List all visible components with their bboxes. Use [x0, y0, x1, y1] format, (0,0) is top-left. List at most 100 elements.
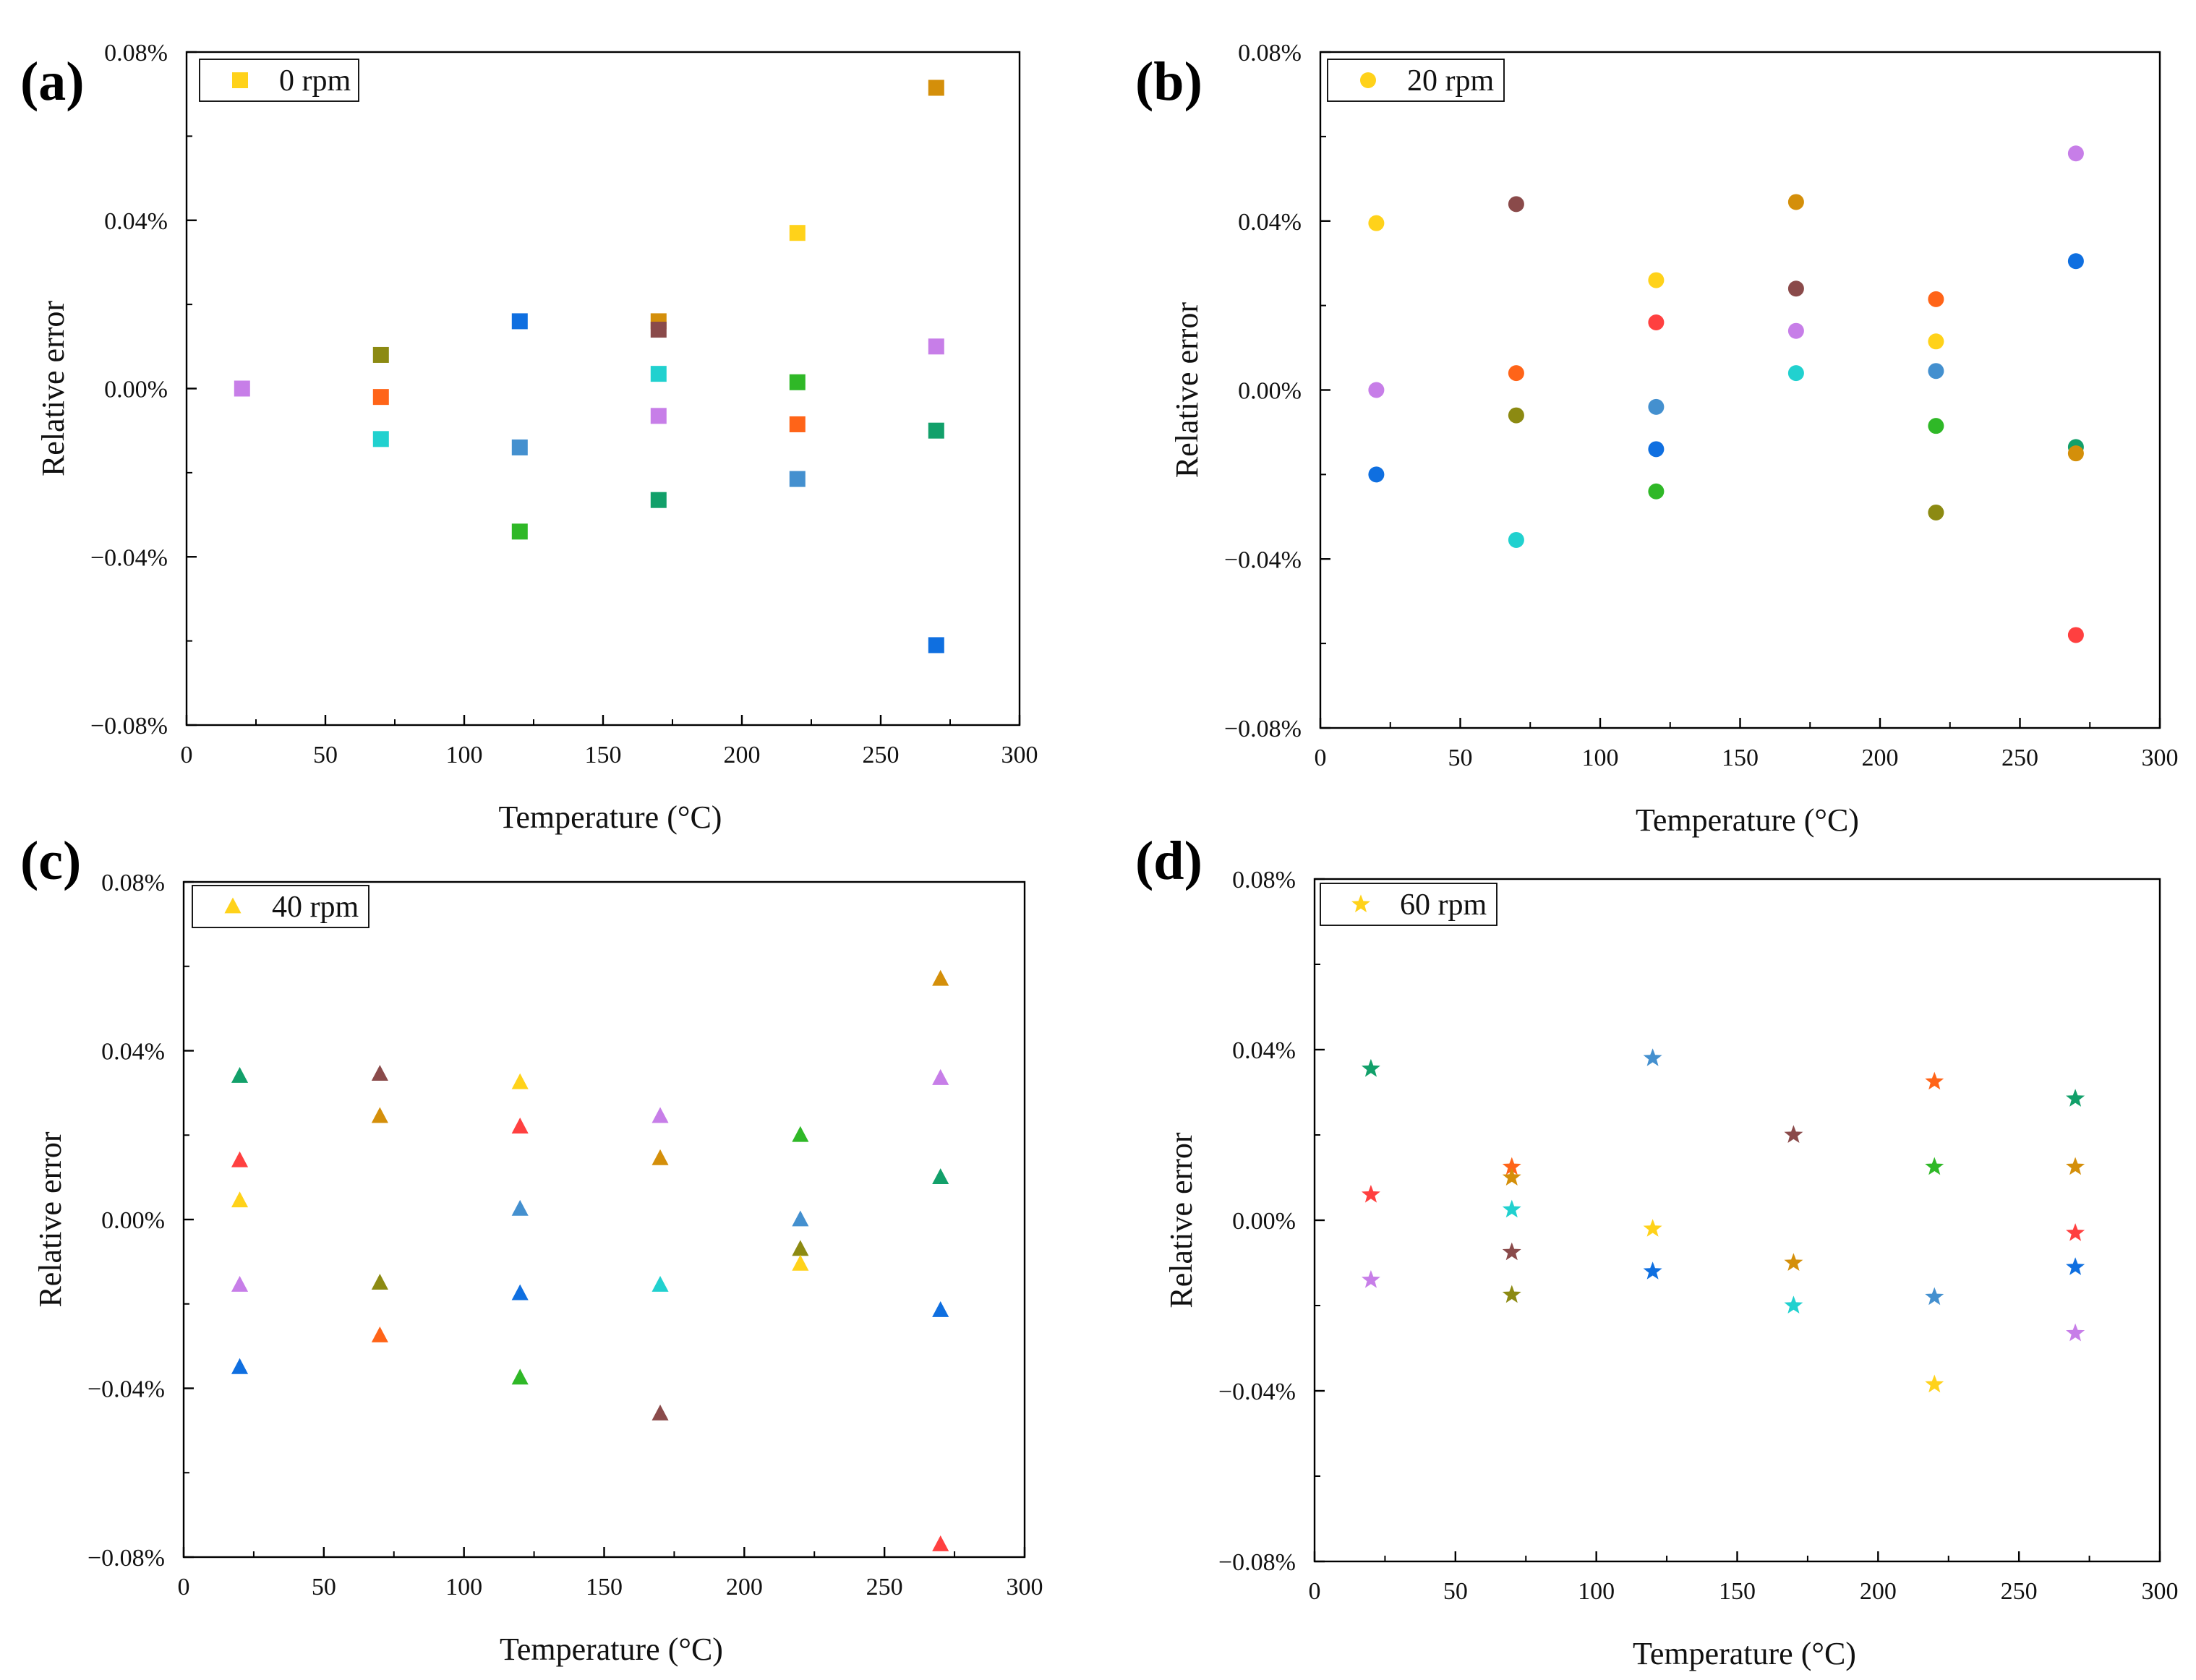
panel-d: 0 50 100 150 200 250 300 −0.08% −0.04% 0.00% 0.04%…: [1135, 831, 2179, 1671]
x-tick-label: 100: [1582, 745, 1619, 771]
data-point: [792, 1210, 809, 1227]
data-point: [789, 471, 806, 487]
x-tick-label: 0: [178, 1574, 190, 1600]
data-point: [1362, 1058, 1380, 1077]
plot-frame: [1313, 878, 2161, 1563]
data-point: [371, 1065, 388, 1081]
data-point: [1648, 272, 1665, 288]
data-point: [2066, 1323, 2085, 1342]
data-point: [651, 1107, 669, 1123]
data-point: [932, 1068, 949, 1085]
legend-box: [1320, 883, 1498, 926]
data-point: [650, 408, 667, 424]
x-tick-label: 200: [724, 742, 761, 768]
data-point: [1648, 483, 1665, 500]
x-tick-label: 300: [2142, 745, 2179, 771]
data-point: [2066, 1257, 2085, 1275]
legend: 0 rpm: [199, 59, 359, 102]
data-point: [511, 1073, 529, 1089]
data-point: [1928, 363, 1944, 380]
data-point: [511, 1199, 529, 1216]
x-tick-label: 0: [1315, 745, 1327, 771]
legend-marker: [1360, 72, 1376, 88]
legend-box: [199, 59, 359, 102]
data-point: [1648, 441, 1665, 458]
data-point: [650, 322, 667, 338]
data-point: [2067, 253, 2084, 270]
legend-marker: [232, 72, 248, 88]
data-point: [1508, 531, 1524, 548]
legend: 60 rpm: [1320, 883, 1498, 926]
data-point: [792, 1126, 809, 1142]
data-point: [1368, 215, 1385, 231]
data-point: [2067, 145, 2084, 162]
x-tick-label: 300: [2142, 1578, 2179, 1605]
panel-c: 0 50 100 150 200 250 300 −0.08% −0.04% 0.00% 0.04%…: [20, 831, 1043, 1667]
data-point: [511, 1118, 529, 1133]
data-point: [1928, 504, 1944, 520]
data-point: [1502, 1285, 1521, 1303]
data-point: [231, 1275, 249, 1292]
y-tick-label: −0.08%: [90, 713, 168, 740]
x-tick-label: 250: [2001, 745, 2038, 771]
y-tick-label: −0.04%: [1218, 1379, 1296, 1405]
data-point: [231, 1151, 249, 1167]
data-point: [1643, 1261, 1662, 1280]
data-point: [1508, 407, 1524, 424]
y-tick-label: −0.04%: [1224, 547, 1302, 573]
x-tick-label: 100: [1578, 1578, 1615, 1605]
data-point: [789, 374, 806, 390]
data-point: [2066, 1157, 2085, 1175]
data-point: [1643, 1048, 1662, 1066]
data-point: [792, 1240, 809, 1256]
data-point: [231, 1066, 249, 1083]
data-point: [1502, 1167, 1521, 1186]
panel-label: (c): [20, 831, 81, 891]
legend-marker: [1351, 894, 1370, 912]
data-point: [1648, 314, 1665, 330]
y-tick-label: 0.08%: [104, 40, 168, 67]
legend-box: [1327, 59, 1505, 102]
data-point: [789, 225, 806, 241]
x-axis-title: Temperature (°C): [500, 1632, 723, 1667]
data-point: [1368, 382, 1385, 398]
y-axis-title: Relative error: [35, 301, 71, 476]
data-point: [1502, 1157, 1521, 1175]
data-point: [231, 1191, 249, 1208]
y-axis-title: Relative error: [33, 1131, 68, 1307]
data-point: [1362, 1270, 1380, 1288]
y-tick-label: −0.08%: [87, 1545, 165, 1572]
data-point: [1508, 365, 1524, 382]
y-tick-label: 0.04%: [1238, 209, 1302, 236]
data-point: [372, 389, 389, 406]
y-axis-title: Relative error: [1163, 1132, 1199, 1308]
data-point: [1784, 1295, 1803, 1313]
panel-label: (d): [1135, 831, 1202, 891]
data-point: [1787, 194, 1804, 210]
data-point: [651, 1149, 669, 1165]
legend-label: 60 rpm: [1400, 888, 1487, 922]
data-point: [1508, 196, 1524, 213]
x-tick-label: 300: [1007, 1574, 1043, 1600]
data-point: [928, 338, 944, 355]
data-point: [1787, 280, 1804, 297]
x-tick-label: 50: [313, 742, 338, 768]
data-point: [1925, 1157, 1944, 1175]
y-tick-label: 0.08%: [1238, 40, 1302, 67]
data-point: [371, 1326, 388, 1342]
x-tick-label: 100: [446, 742, 483, 768]
data-point: [932, 969, 949, 986]
data-point: [1925, 1071, 1944, 1090]
x-tick-label: 300: [1001, 742, 1038, 768]
y-tick-label: 0.00%: [1238, 378, 1302, 405]
panel-a: 0 50 100 150 200 250 300 −0.08% −0.04% 0.00% 0.04%…: [20, 40, 1038, 835]
y-tick-label: 0.08%: [1232, 867, 1296, 893]
x-axis-title: Temperature (°C): [1636, 802, 1859, 838]
y-tick-label: −0.04%: [90, 544, 168, 571]
data-point: [1643, 1219, 1662, 1237]
data-point: [372, 431, 389, 447]
y-tick-label: 0.08%: [101, 870, 165, 896]
data-point: [928, 637, 944, 653]
data-point: [2067, 445, 2084, 462]
